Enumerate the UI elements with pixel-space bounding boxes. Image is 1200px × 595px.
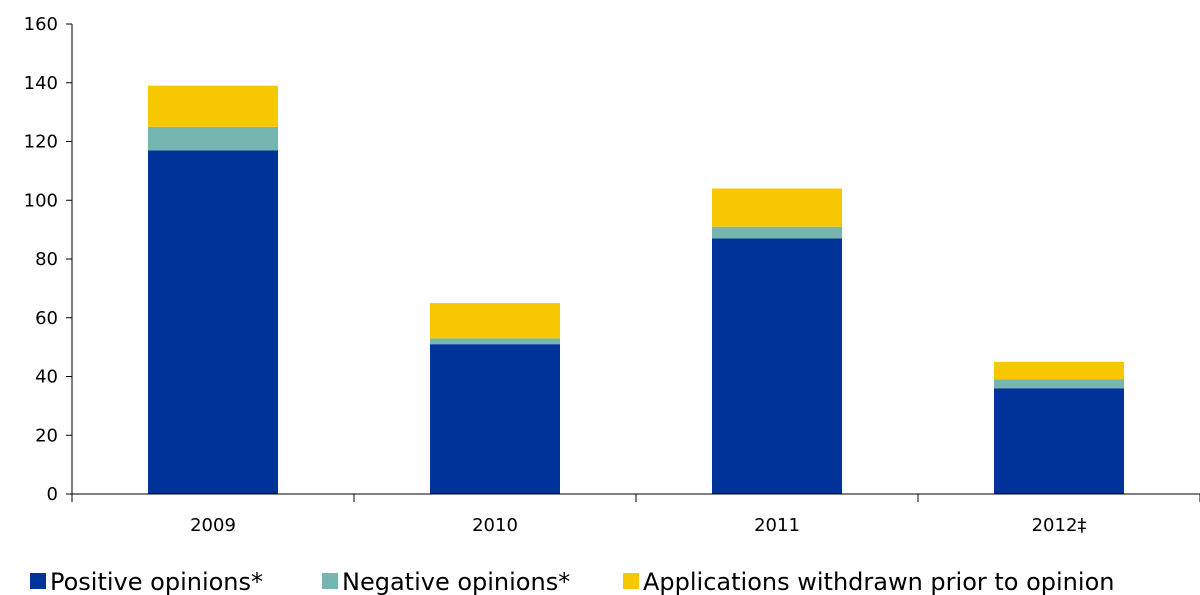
legend: Positive opinions* Negative opinions* Appl… [30, 568, 1114, 595]
legend-swatch-0 [30, 573, 46, 589]
y-tick-label-140: 140 [24, 73, 58, 94]
legend-swatch-2 [623, 573, 639, 589]
y-tick-label-100: 100 [24, 190, 58, 211]
legend-label-1: Negative opinions* [342, 568, 570, 595]
y-tick-label-80: 80 [35, 249, 58, 270]
bar-2011-series-2 [712, 188, 842, 227]
y-tick-label-20: 20 [35, 425, 58, 446]
y-tick-label-40: 40 [35, 367, 58, 388]
y-tick-label-120: 120 [24, 132, 58, 153]
bar-2010-series-2 [430, 303, 560, 339]
bar-2009-series-1 [148, 126, 278, 151]
legend-label-2: Applications withdrawn prior to opinion [643, 568, 1114, 595]
bar-2012‡-series-0 [994, 388, 1124, 494]
bar-2012‡-series-1 [994, 379, 1124, 389]
x-tick-label-2011: 2011 [754, 515, 800, 536]
y-tick-label-0: 0 [47, 484, 58, 505]
y-tick-label-160: 160 [24, 14, 58, 35]
bar-2012‡-series-2 [994, 361, 1124, 380]
bars-layer [148, 85, 1124, 494]
x-tick-label-2009: 2009 [190, 515, 236, 536]
legend-swatch-1 [322, 573, 338, 589]
y-tick-label-60: 60 [35, 308, 58, 329]
bar-2009-series-0 [148, 150, 278, 494]
bar-2011-series-0 [712, 238, 842, 494]
bar-2009-series-2 [148, 85, 278, 127]
bar-2010-series-1 [430, 338, 560, 345]
legend-label-0: Positive opinions* [50, 568, 263, 595]
bar-2010-series-0 [430, 344, 560, 494]
x-tick-label-2010: 2010 [472, 515, 518, 536]
axes-layer: 0 20 40 60 80 100 120 140 160 2009 2010 2011 2012‡ [24, 14, 1200, 536]
bar-2011-series-1 [712, 226, 842, 239]
x-tick-label-2012‡: 2012‡ [1032, 515, 1087, 536]
